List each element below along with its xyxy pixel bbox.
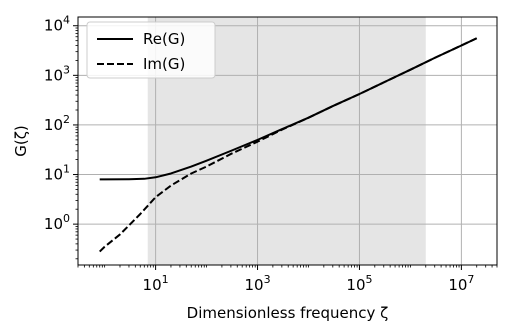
tick-marks	[73, 25, 498, 270]
x-tick-label: 103	[244, 273, 270, 294]
tick-labels: 101 103 105 107 100 101 102 103 104	[44, 14, 475, 294]
y-axis-label: G(ζ)	[12, 125, 30, 157]
y-tick-label: 102	[44, 113, 70, 134]
x-tick-label: 101	[143, 273, 169, 294]
legend-label-im: Im(G)	[143, 55, 185, 73]
y-tick-label: 100	[44, 212, 70, 233]
series-layer	[99, 37, 478, 253]
y-tick-label: 101	[44, 163, 70, 184]
y-tick-label: 103	[44, 63, 70, 84]
x-axis-label: Dimensionless frequency ζ	[187, 304, 389, 322]
plot-frame	[77, 16, 498, 266]
legend-label-re: Re(G)	[143, 30, 185, 48]
y-tick-label: 104	[44, 14, 70, 35]
x-tick-label: 107	[448, 273, 474, 294]
x-tick-label: 105	[346, 273, 372, 294]
legend: Re(G) Im(G)	[86, 21, 216, 79]
series-line-im	[99, 37, 478, 253]
